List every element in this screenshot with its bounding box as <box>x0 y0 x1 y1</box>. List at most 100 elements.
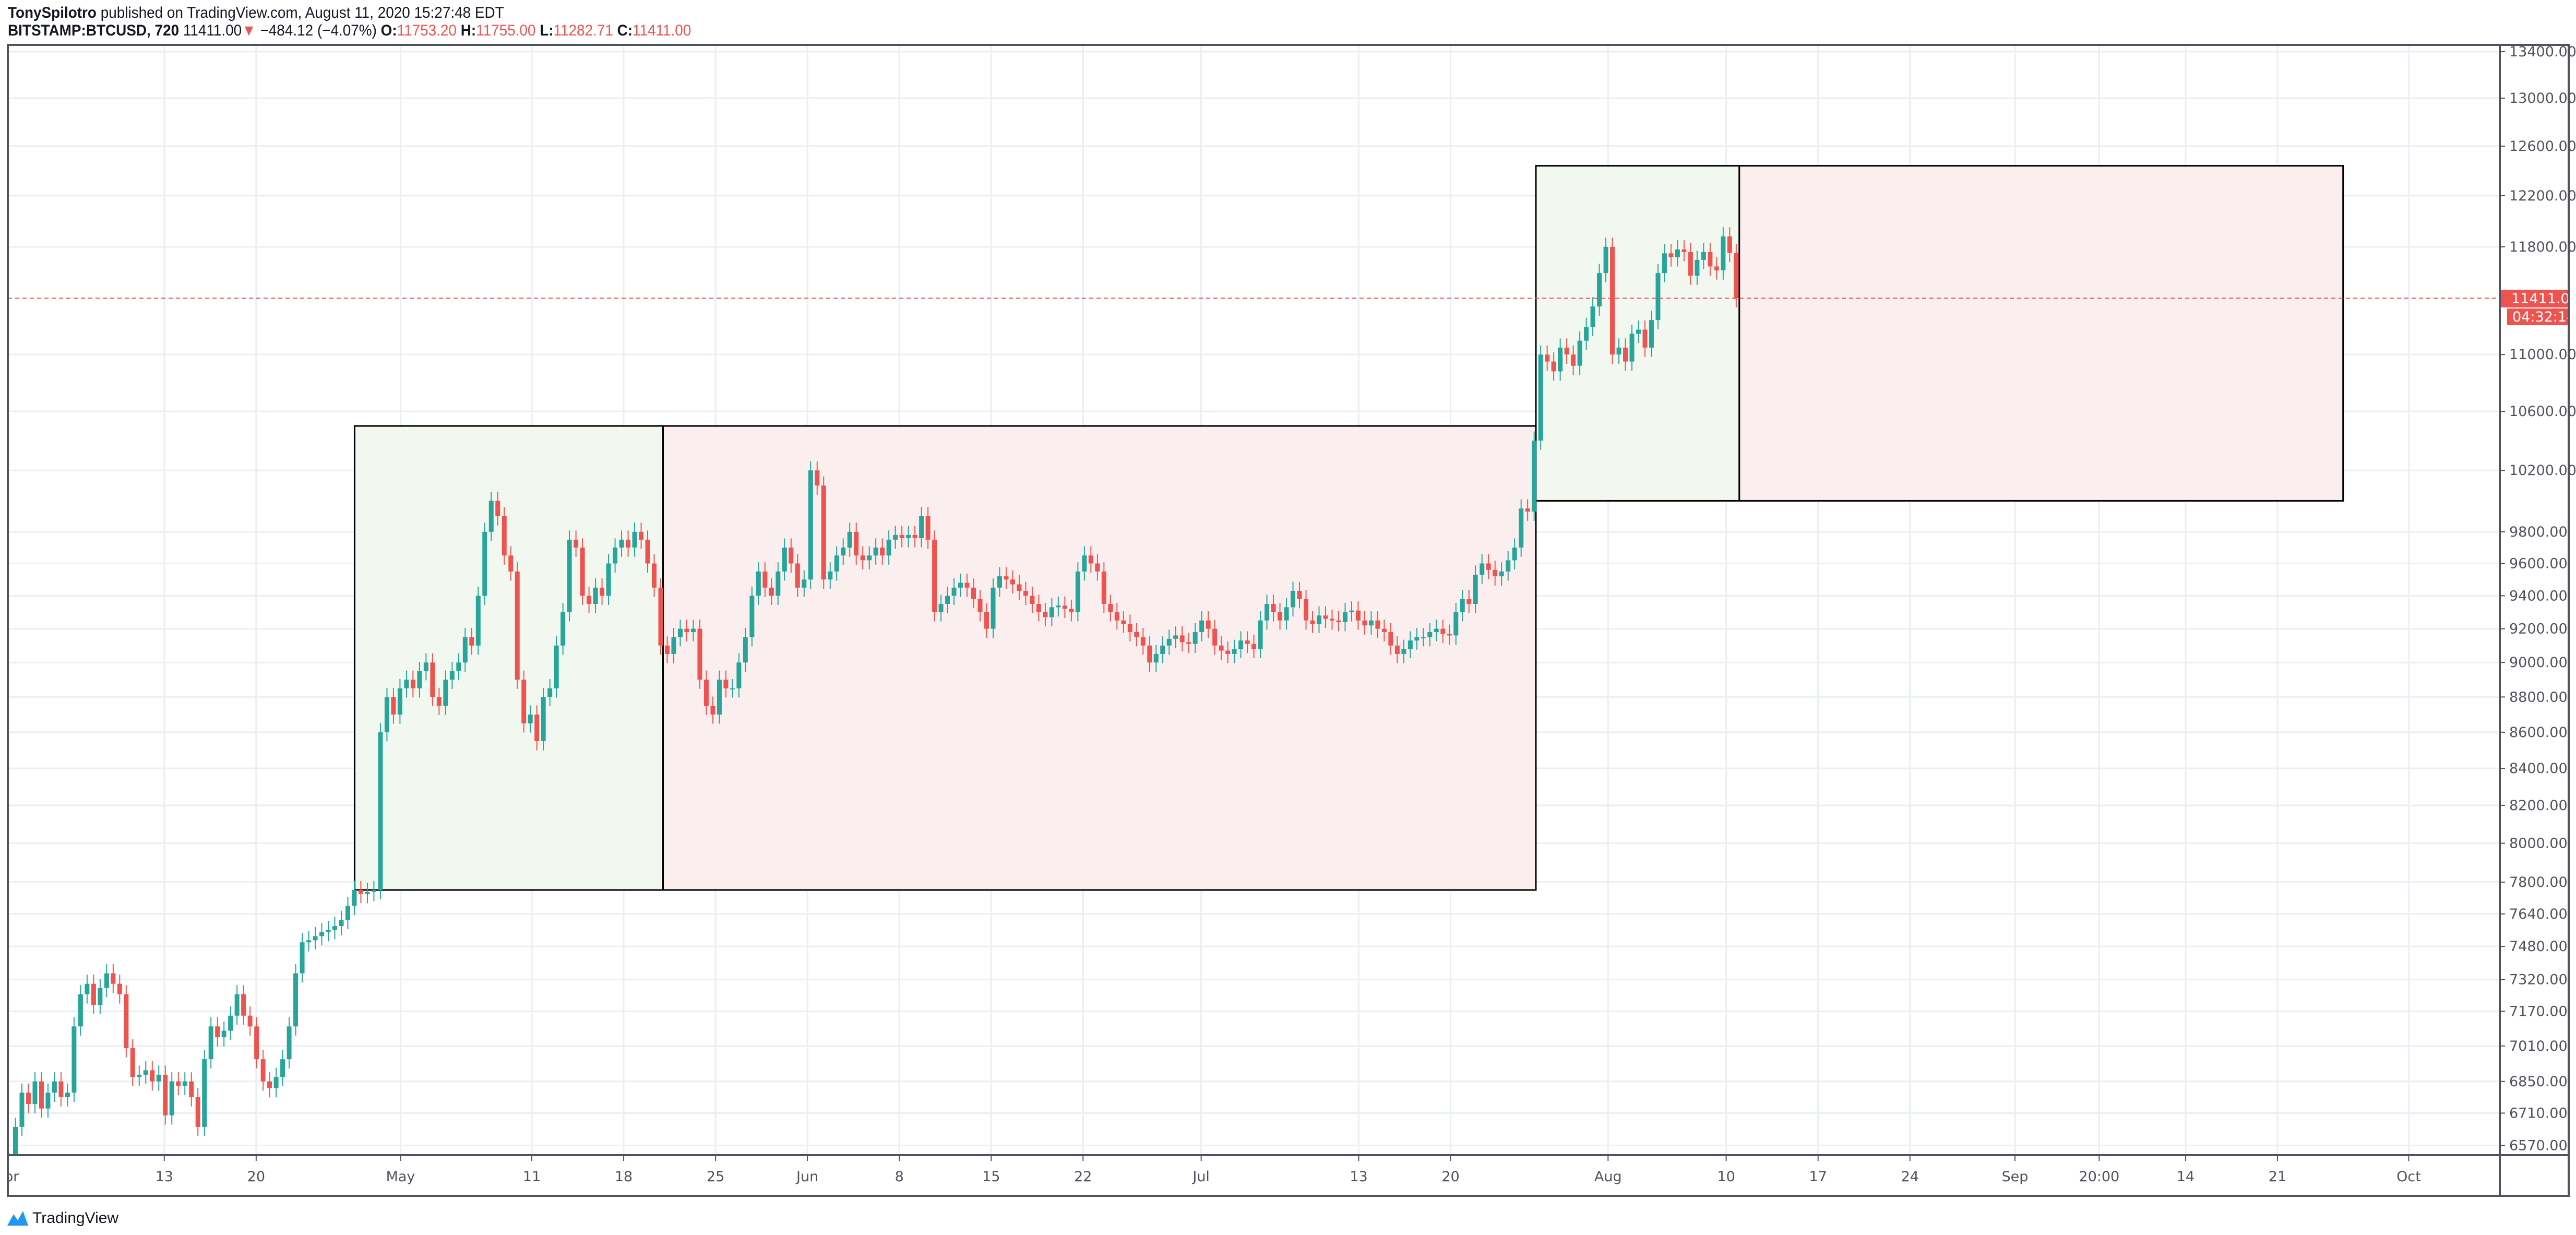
candle-body <box>593 587 598 604</box>
candle-up <box>404 670 409 698</box>
candle-down <box>215 1017 220 1047</box>
candle-down <box>1108 595 1113 622</box>
low-label: L: <box>540 22 554 39</box>
stop-zone-box[interactable] <box>662 425 1537 891</box>
candle-body <box>462 637 468 663</box>
candle-body <box>1453 612 1459 636</box>
candle-body <box>1336 620 1341 622</box>
candle-body <box>384 697 389 732</box>
candle-body <box>613 547 618 564</box>
candle-up <box>938 595 944 622</box>
candle-down <box>1121 611 1126 633</box>
price-axis[interactable]: 13400.00 13000.00 12600.00 12200.00 11800.00… <box>2500 44 2576 1154</box>
candle-down <box>1278 603 1283 630</box>
time-axis[interactable]: Apr 13 20 May 11 18 25 Jun 8 15 22 Jul 13 20 Aug 10 17 24… <box>0 1155 2421 1185</box>
tradingview-logo-icon <box>7 1211 28 1226</box>
candle-up <box>886 530 891 565</box>
candle-body <box>1421 637 1426 638</box>
candle-body <box>176 1081 181 1086</box>
candle-body <box>124 994 129 1049</box>
candle-down <box>1004 567 1009 589</box>
last-price: 11411.00 <box>183 22 242 39</box>
candle-body <box>456 662 461 671</box>
candle-body <box>893 535 898 540</box>
y-tick-label: 7480.00 <box>2509 939 2568 955</box>
candle-body <box>1427 632 1433 637</box>
candle-down <box>1114 603 1119 630</box>
candle-up <box>417 662 422 698</box>
x-tick-label: Jul <box>1191 1169 1210 1185</box>
candle-up <box>104 964 109 998</box>
candle-body <box>1675 249 1680 257</box>
candle-body <box>404 680 409 688</box>
candle-body <box>1681 249 1687 252</box>
candle-body <box>1310 620 1315 624</box>
candle-body <box>423 662 428 671</box>
candle-up <box>443 670 448 715</box>
candle-up <box>1434 620 1439 642</box>
candle-down <box>600 578 605 605</box>
candle-down <box>658 578 663 655</box>
candle-body <box>899 535 904 538</box>
candle-up <box>332 917 337 940</box>
symbol-name[interactable]: BITSTAMP:BTCUSD, 720 <box>8 22 180 39</box>
candle-down <box>1271 595 1276 622</box>
candle-down <box>1642 320 1648 357</box>
candle-body <box>1375 620 1380 629</box>
candle-up <box>143 1061 148 1084</box>
candle-body <box>554 645 559 688</box>
candle-up <box>45 1083 51 1118</box>
countdown-box <box>2507 308 2569 325</box>
candle-up <box>1590 297 1595 336</box>
candle-body <box>1708 252 1713 267</box>
candle-body <box>1329 619 1334 621</box>
candle-down <box>260 1050 266 1091</box>
candle-body <box>182 1081 187 1086</box>
candle-down <box>1362 611 1367 635</box>
candle-body <box>1519 508 1524 548</box>
tradingview-logo[interactable]: TradingView <box>6 1208 118 1229</box>
y-tick-label: 13400.00 <box>2509 44 2576 60</box>
candle-down <box>1304 590 1309 630</box>
candle-body <box>267 1081 272 1088</box>
candle-body <box>1466 599 1472 604</box>
candle-up <box>1453 603 1459 645</box>
author-name[interactable]: TonySpilotro <box>8 4 97 21</box>
candle-body <box>730 688 735 690</box>
candle-up <box>1414 628 1420 650</box>
candle-up <box>867 546 872 570</box>
candle-down <box>762 562 768 597</box>
candle-body <box>1075 571 1080 612</box>
candle-down <box>1127 614 1132 642</box>
stop-zone-box[interactable] <box>1738 165 2344 502</box>
candle-up <box>1538 345 1543 450</box>
candle-body <box>1394 645 1400 654</box>
x-tick-label: 13 <box>156 1169 173 1185</box>
open-value: 11753.20 <box>397 22 457 39</box>
candle-body <box>1316 615 1321 624</box>
candle-body <box>534 714 540 742</box>
candle-body <box>1414 637 1420 641</box>
candle-up <box>958 573 963 597</box>
candle-up <box>1506 551 1511 581</box>
candle-down <box>1062 596 1067 619</box>
candle-down <box>1708 243 1713 276</box>
candle-down <box>703 670 709 715</box>
x-tick-label: Aug <box>1594 1169 1622 1185</box>
candle-up <box>384 687 389 742</box>
candle-body <box>430 662 435 697</box>
candle-down <box>430 653 435 706</box>
candle-up <box>182 1072 187 1096</box>
candle-body <box>58 1081 64 1097</box>
target-zone-box[interactable] <box>353 425 664 891</box>
candle-up <box>1368 611 1374 635</box>
candle-body <box>1095 563 1100 572</box>
close-label: C: <box>617 22 633 39</box>
candle-down <box>502 507 507 565</box>
candle-down <box>1375 611 1380 638</box>
candle-body <box>85 983 90 994</box>
candle-body <box>1258 620 1263 649</box>
candle-body <box>984 612 989 629</box>
target-zone-box[interactable] <box>1535 165 1740 502</box>
